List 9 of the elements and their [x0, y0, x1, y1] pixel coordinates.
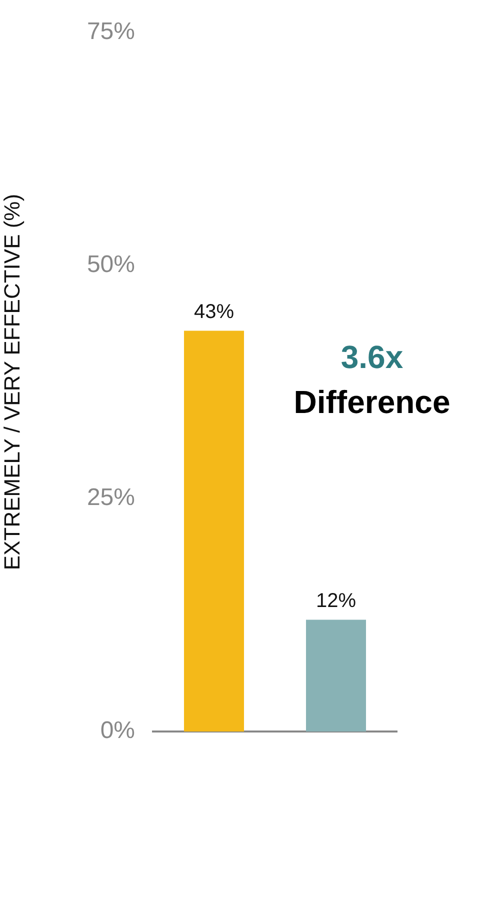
y-tick-label: 25%	[86, 484, 135, 512]
y-tick-label: 50%	[86, 251, 135, 278]
y-tick-label: 0%	[100, 717, 135, 744]
data-label: 12%	[316, 590, 356, 612]
y-tick-label: 75%	[86, 18, 135, 46]
annotation: Difference	[294, 384, 450, 420]
data-label: 43%	[194, 301, 234, 324]
annotation: 3.6x	[340, 339, 404, 376]
y-axis-title: EXTREMELY / VERY EFFECTIVE (%)	[0, 194, 24, 570]
